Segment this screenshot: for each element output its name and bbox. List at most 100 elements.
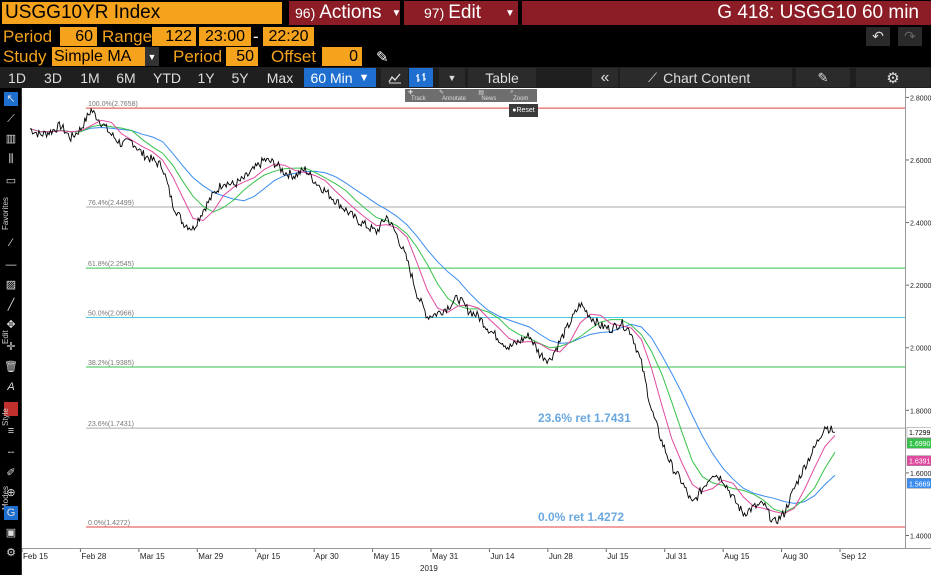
ticker-field[interactable]: USGG10YR Index bbox=[1, 1, 283, 25]
annotate-edit-icon[interactable]: ✎ bbox=[796, 68, 850, 87]
range-field[interactable]: 122 bbox=[152, 27, 196, 46]
params-row-2: Study Simple MA ▼ Period 50 Offset 0 ✎ bbox=[0, 46, 931, 67]
chart-type-icon[interactable]: ▥ bbox=[5, 133, 17, 145]
study-select[interactable]: Simple MA bbox=[52, 47, 145, 66]
trash-icon[interactable]: 🗑 bbox=[4, 361, 18, 373]
x-tick-label-10: Jul 15 bbox=[607, 552, 629, 561]
fib-label-0: 100.0%(2.7658) bbox=[88, 101, 138, 108]
x-year-label: 2019 bbox=[420, 564, 438, 573]
horizontal-line-icon[interactable]: — bbox=[5, 259, 17, 271]
line-weight-icon[interactable]: ≡ bbox=[7, 425, 15, 437]
g-mode-icon[interactable]: G bbox=[4, 506, 18, 520]
ruler-icon[interactable]: ▭ bbox=[5, 175, 17, 187]
range-1m-button[interactable]: 1M bbox=[80, 69, 100, 86]
collapse-icon[interactable]: « bbox=[592, 68, 618, 87]
last-value-tag-2 bbox=[906, 455, 931, 466]
time-end-field[interactable]: 22:20 bbox=[263, 27, 314, 46]
time-start-field[interactable]: 23:00 bbox=[199, 27, 251, 46]
ma-slow-line bbox=[29, 126, 836, 504]
last-value-tag-3 bbox=[906, 478, 931, 489]
last-value-tag-1 bbox=[906, 437, 931, 449]
study-dropdown-icon[interactable]: ▼ bbox=[145, 47, 159, 66]
draw-line-icon[interactable]: ╱ bbox=[7, 299, 15, 311]
ticker-text: USGG10YR Index bbox=[5, 2, 161, 23]
chart-mini-toolbar: ✚ Track ✎ Annotate ▤ News ⌕ Zoom bbox=[405, 89, 537, 102]
range-3d-button[interactable]: 3D bbox=[44, 69, 62, 86]
brush-icon[interactable]: ∕ bbox=[10, 237, 12, 249]
x-axis: Feb 15 Feb 28 Mar 15 Mar 29 Apr 15 Apr 30 May … bbox=[21, 548, 931, 575]
settings-icon[interactable]: ⚙ bbox=[6, 547, 16, 559]
annotate-button[interactable]: ✎ Annotate bbox=[438, 90, 466, 102]
range-1d-button[interactable]: 1D bbox=[8, 69, 26, 86]
news-label: News bbox=[481, 96, 497, 102]
x-tick-label-13: Aug 30 bbox=[783, 552, 809, 561]
range-bar: 1D 3D 1M 6M YTD 1Y 5Y Max 60 Min ▼ ▼ Tab… bbox=[0, 67, 931, 88]
chart-series bbox=[29, 107, 836, 525]
study-period-value: 50 bbox=[236, 47, 254, 65]
offset-field[interactable]: 0 bbox=[322, 47, 362, 66]
range-ytd-button[interactable]: YTD bbox=[153, 69, 181, 86]
x-axis-svg: Feb 15 Feb 28 Mar 15 Mar 29 Apr 15 Apr 30 May … bbox=[21, 549, 867, 573]
pen-icon[interactable]: ✐ bbox=[6, 467, 16, 479]
range-1y-button[interactable]: 1Y bbox=[197, 69, 215, 86]
table-button[interactable]: Table bbox=[468, 68, 536, 87]
period-field[interactable]: 60 bbox=[60, 27, 97, 46]
time-end-value: 22:20 bbox=[268, 27, 309, 45]
price-chart[interactable]: 100.0%(2.7658) 76.4%(2.4499) 61.8%(2.2545)… bbox=[22, 88, 905, 548]
fib-label-3: 50.0%(2.0966) bbox=[88, 310, 134, 317]
favorites-label: Favorites bbox=[1, 197, 10, 230]
style-label: Style bbox=[1, 408, 10, 426]
redo-icon[interactable]: ↷ bbox=[898, 27, 922, 46]
actions-menu[interactable]: 96) Actions ▼ bbox=[289, 1, 401, 25]
y-tick-label-3: 2.2000 bbox=[910, 283, 931, 290]
fib-retracement-levels: 100.0%(2.7658) 76.4%(2.4499) 61.8%(2.2545)… bbox=[86, 101, 905, 528]
interval-select[interactable]: 60 Min ▼ bbox=[304, 68, 376, 87]
chart-type-dropdown-icon[interactable]: ▼ bbox=[439, 68, 465, 87]
fib-label-4: 38.2%(1.9385) bbox=[88, 360, 134, 367]
x-tick-label-2: Mar 15 bbox=[140, 552, 165, 561]
range-6m-button[interactable]: 6M bbox=[116, 69, 136, 86]
line-chart-icon[interactable] bbox=[381, 68, 408, 87]
line-style-icon[interactable]: ╌ bbox=[7, 447, 15, 459]
x-tick-label-4: Apr 15 bbox=[257, 552, 281, 561]
last-value-tag-0 bbox=[906, 426, 931, 438]
candle-icon[interactable]: ⫼ bbox=[8, 153, 14, 165]
trend-line-icon[interactable]: ⟋ bbox=[7, 113, 15, 125]
reset-button[interactable]: ● Reset bbox=[509, 104, 538, 117]
news-button[interactable]: ▤ News bbox=[478, 90, 497, 102]
x-tick-label-9: Jun 28 bbox=[549, 552, 574, 561]
gear-icon[interactable]: ⚙ bbox=[856, 68, 930, 87]
color-swatch-icon[interactable] bbox=[4, 402, 18, 416]
edit-menu[interactable]: 97) Edit ▼ bbox=[404, 1, 518, 25]
move-icon[interactable]: ✥ bbox=[6, 319, 16, 331]
last-value-label-1: 1.6990 bbox=[909, 441, 931, 448]
zoom-button[interactable]: ⌕ Zoom bbox=[510, 89, 529, 102]
range-value: 122 bbox=[165, 27, 192, 45]
chart-area[interactable]: 100.0%(2.7658) 76.4%(2.4499) 61.8%(2.2545)… bbox=[22, 88, 905, 548]
range-5y-button[interactable]: 5Y bbox=[231, 69, 249, 86]
layers-icon[interactable]: ▣ bbox=[5, 527, 17, 539]
undo-icon[interactable]: ↶ bbox=[866, 27, 890, 46]
params-row-1: Period 60 Range 122 23:00 - 22:20 ↶ ↷ bbox=[0, 26, 931, 47]
track-button[interactable]: ✚ Track bbox=[408, 90, 426, 102]
offset-label: Offset bbox=[271, 47, 317, 66]
zoom-icon[interactable]: ⊕ bbox=[6, 487, 16, 499]
track-label: Track bbox=[411, 96, 426, 102]
range-max-button[interactable]: Max bbox=[266, 69, 294, 86]
pencil-icon[interactable]: ✎ bbox=[376, 49, 389, 66]
y-tick-label-6: 1.6000 bbox=[910, 471, 931, 478]
retracement-annotation-1: 0.0% ret 1.4272 bbox=[538, 510, 624, 524]
bar-chart-icon[interactable] bbox=[409, 68, 433, 87]
title-bar: USGG10YR Index 96) Actions ▼ 97) Edit ▼ … bbox=[0, 0, 931, 26]
caret-down-icon: ▼ bbox=[504, 7, 515, 19]
y-tick-label-4: 2.0000 bbox=[910, 346, 931, 353]
study-period-field[interactable]: 50 bbox=[226, 47, 258, 66]
text-icon[interactable]: A bbox=[7, 381, 15, 393]
price-line bbox=[29, 107, 836, 525]
pointer-icon[interactable]: ↖ bbox=[4, 92, 18, 106]
study-period-label: Period bbox=[173, 47, 223, 66]
x-tick-label-6: May 15 bbox=[374, 552, 401, 561]
chart-content-button[interactable]: ⟋ Chart Content bbox=[620, 68, 792, 87]
crosshair-icon[interactable]: ✛ bbox=[6, 341, 16, 353]
channel-icon[interactable]: ▨ bbox=[5, 279, 17, 291]
